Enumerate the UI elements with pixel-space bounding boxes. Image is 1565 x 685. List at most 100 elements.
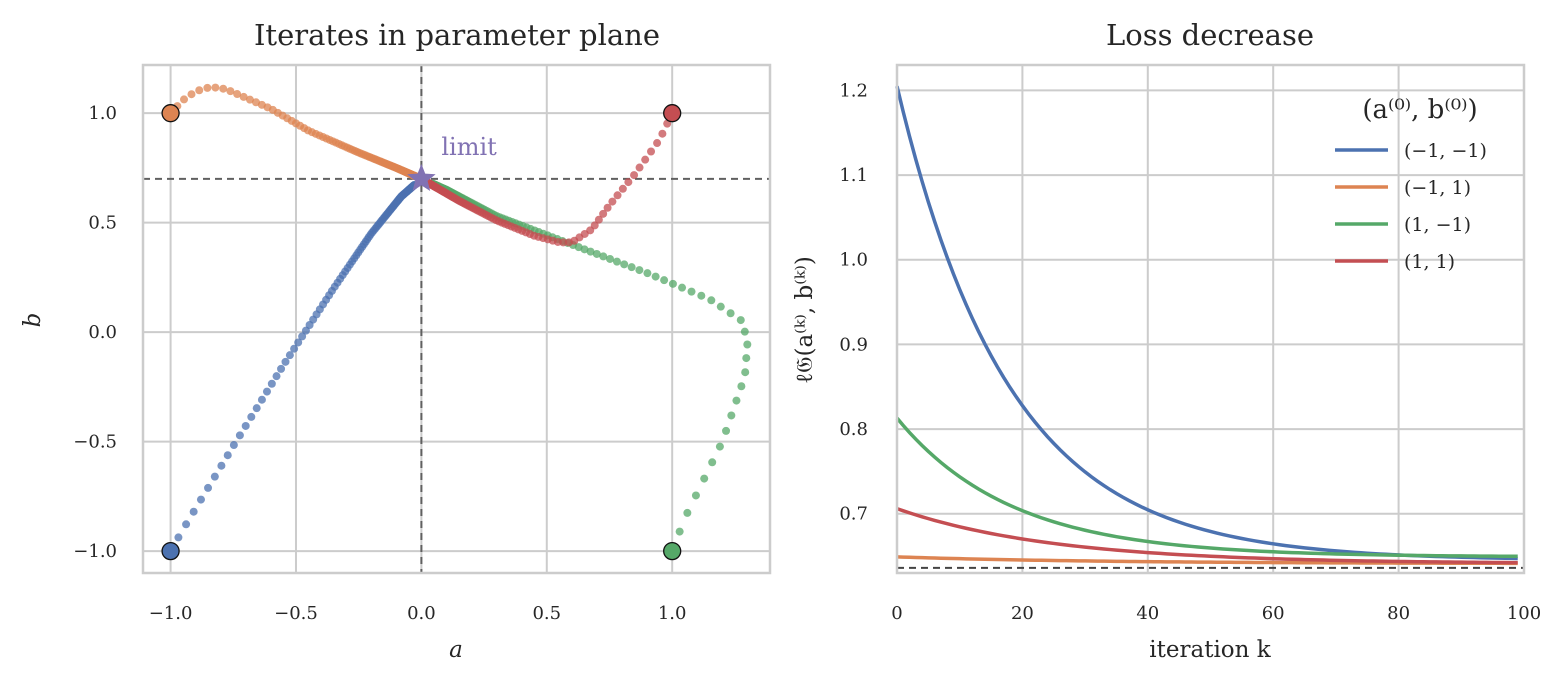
iterate-point	[707, 296, 716, 305]
right-y-tick-label: 0.8	[839, 419, 868, 440]
iterate-point	[612, 257, 621, 266]
iterate-point	[298, 332, 307, 341]
iterate-point	[742, 354, 751, 363]
right-x-tick-label: 80	[1387, 603, 1410, 624]
iterate-point	[715, 442, 724, 451]
iterate-point	[233, 90, 242, 99]
left-x-tick-label: −0.5	[274, 603, 318, 624]
iterate-point	[599, 209, 608, 218]
left-x-axis-label: a	[449, 637, 463, 663]
legend-label: (−1, −1)	[1404, 140, 1487, 162]
right-x-tick-labels: 0 20 40 60 80 100	[891, 603, 1541, 624]
right-axes-frame	[895, 63, 1526, 575]
start-point	[161, 104, 180, 123]
left-x-tick-label: 0.5	[532, 603, 561, 624]
iterate-point	[235, 431, 244, 440]
iterate-point	[658, 129, 667, 138]
iterate-point	[716, 302, 725, 311]
iterate-point	[653, 139, 662, 148]
iterate-point	[605, 254, 614, 263]
iterate-point	[668, 279, 677, 288]
parameter-plane-panel: Iterates in parameter plane limit −1.0 −0…	[20, 18, 772, 663]
iterate-point	[660, 276, 669, 285]
iterate-point	[740, 327, 749, 336]
iterate-point	[687, 287, 696, 296]
iterate-point	[564, 238, 573, 247]
iterate-point	[737, 382, 746, 391]
iterate-point	[189, 507, 198, 516]
iterate-point	[195, 86, 204, 95]
iterate-point	[226, 87, 235, 96]
iterate-point	[247, 412, 256, 421]
left-y-tick-labels: −1.0 −0.5 0.0 0.5 1.0	[73, 103, 117, 562]
iterate-point	[196, 495, 205, 504]
limit-label: limit	[441, 133, 497, 161]
iterate-point	[257, 395, 266, 404]
left-iterate-points	[166, 83, 752, 556]
left-y-tick-label: 1.0	[88, 103, 117, 124]
left-y-axis-label: b	[20, 313, 46, 328]
iterate-point	[741, 368, 750, 377]
iterate-point	[187, 90, 196, 99]
iterate-point	[678, 283, 687, 292]
right-x-axis-label: iteration k	[1149, 637, 1271, 663]
iterate-point	[180, 95, 189, 104]
iterate-point	[722, 426, 731, 435]
iterate-point	[277, 364, 286, 373]
iterate-point	[736, 316, 745, 325]
iterate-point	[700, 474, 709, 483]
left-limit-marker: limit	[407, 133, 497, 191]
right-loss-curves	[895, 85, 1518, 566]
iterate-point	[727, 411, 736, 420]
iterate-point	[262, 387, 271, 396]
left-y-tick-label: 0.0	[88, 322, 117, 343]
iterate-point	[620, 260, 629, 269]
legend-label: (−1, 1)	[1404, 177, 1471, 199]
iterate-point	[592, 249, 601, 258]
iterate-point	[281, 357, 290, 366]
iterate-point	[726, 309, 735, 318]
iterate-point	[618, 184, 627, 193]
iterate-point	[643, 269, 652, 278]
iterate-point	[252, 404, 261, 413]
iterate-point	[683, 508, 692, 517]
legend-title: (a⁽⁰⁾, b⁽⁰⁾)	[1362, 95, 1477, 125]
iterate-point	[647, 147, 656, 156]
right-x-tick-label: 20	[1011, 603, 1034, 624]
iterate-point	[219, 84, 228, 93]
limit-star-icon	[407, 163, 436, 191]
iterate-point	[608, 197, 617, 206]
left-x-tick-label: −1.0	[149, 603, 193, 624]
legend-label: (1, 1)	[1404, 251, 1455, 273]
iterate-point	[285, 351, 294, 360]
iterate-point	[697, 291, 706, 300]
left-x-tick-labels: −1.0 −0.5 0.0 0.5 1.0	[149, 603, 687, 624]
iterate-point	[603, 203, 612, 212]
iterate-point	[223, 451, 232, 460]
iterate-point	[635, 266, 644, 275]
left-axes-frame	[141, 63, 772, 575]
left-y-tick-label: −0.5	[73, 432, 117, 453]
iterate-point	[211, 83, 220, 92]
right-y-tick-label: 1.1	[839, 165, 868, 186]
iterate-point	[203, 83, 212, 92]
right-y-axis-label: ℓ𝔊(a⁽ᵏ⁾, b⁽ᵏ⁾)	[792, 256, 818, 384]
iterate-point	[294, 338, 303, 347]
loss-panel: Loss decrease 0 20 40 60 80 100 0.7 0.8 0.9 1.0 1…	[792, 18, 1541, 663]
iterate-point	[241, 421, 250, 430]
iterate-point	[594, 215, 603, 224]
right-x-tick-label: 60	[1262, 603, 1285, 624]
start-point	[663, 104, 682, 123]
iterate-point	[743, 340, 752, 349]
left-chart-title: Iterates in parameter plane	[254, 18, 660, 52]
right-y-tick-label: 0.9	[839, 334, 868, 355]
iterate-point	[651, 272, 660, 281]
left-y-tick-label: −1.0	[73, 541, 117, 562]
iterate-point	[245, 95, 254, 104]
left-x-tick-label: 1.0	[658, 603, 687, 624]
iterate-point	[675, 527, 684, 536]
left-start-points	[161, 104, 682, 561]
left-reference-lines	[143, 65, 770, 573]
iterate-point	[182, 520, 191, 529]
